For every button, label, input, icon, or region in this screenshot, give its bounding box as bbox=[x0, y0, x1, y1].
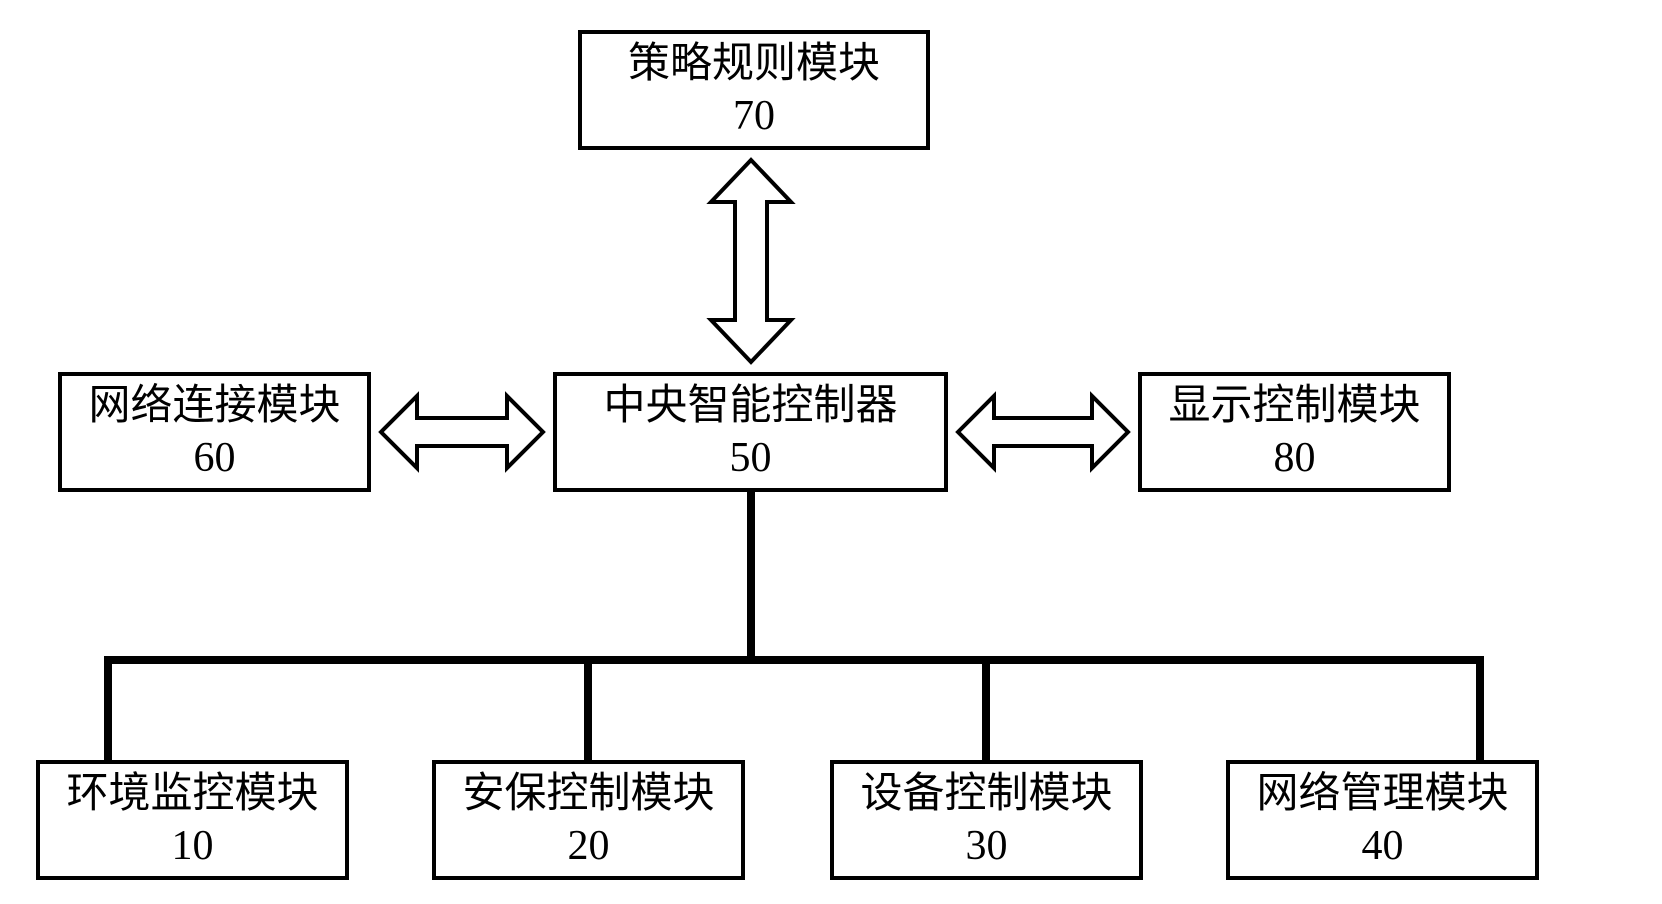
double-arrow bbox=[958, 396, 1128, 468]
node-policy-rule-module: 策略规则模块 70 bbox=[578, 30, 930, 150]
node-device-control-module: 设备控制模块 30 bbox=[830, 760, 1143, 880]
double-arrow bbox=[381, 396, 543, 468]
node-number: 40 bbox=[1362, 820, 1404, 873]
node-number: 10 bbox=[172, 820, 214, 873]
node-network-manage-module: 网络管理模块 40 bbox=[1226, 760, 1539, 880]
node-number: 20 bbox=[568, 820, 610, 873]
node-label: 策略规则模块 bbox=[628, 38, 880, 91]
node-label: 显示控制模块 bbox=[1168, 380, 1420, 433]
node-label: 设备控制模块 bbox=[860, 768, 1112, 821]
node-network-connect-module: 网络连接模块 60 bbox=[58, 372, 371, 492]
node-central-controller: 中央智能控制器 50 bbox=[553, 372, 948, 492]
node-number: 50 bbox=[730, 432, 772, 485]
double-arrow bbox=[711, 160, 791, 362]
node-environment-monitor-module: 环境监控模块 10 bbox=[36, 760, 349, 880]
node-number: 80 bbox=[1274, 432, 1316, 485]
node-label: 中央智能控制器 bbox=[603, 380, 897, 433]
node-label: 网络连接模块 bbox=[88, 380, 340, 433]
node-number: 70 bbox=[733, 90, 775, 143]
diagram-canvas: 策略规则模块 70 网络连接模块 60 中央智能控制器 50 显示控制模块 80… bbox=[0, 0, 1662, 904]
node-display-control-module: 显示控制模块 80 bbox=[1138, 372, 1451, 492]
node-number: 30 bbox=[966, 820, 1008, 873]
node-label: 网络管理模块 bbox=[1256, 768, 1508, 821]
node-number: 60 bbox=[194, 432, 236, 485]
node-label: 环境监控模块 bbox=[66, 768, 318, 821]
node-security-control-module: 安保控制模块 20 bbox=[432, 760, 745, 880]
node-label: 安保控制模块 bbox=[462, 768, 714, 821]
